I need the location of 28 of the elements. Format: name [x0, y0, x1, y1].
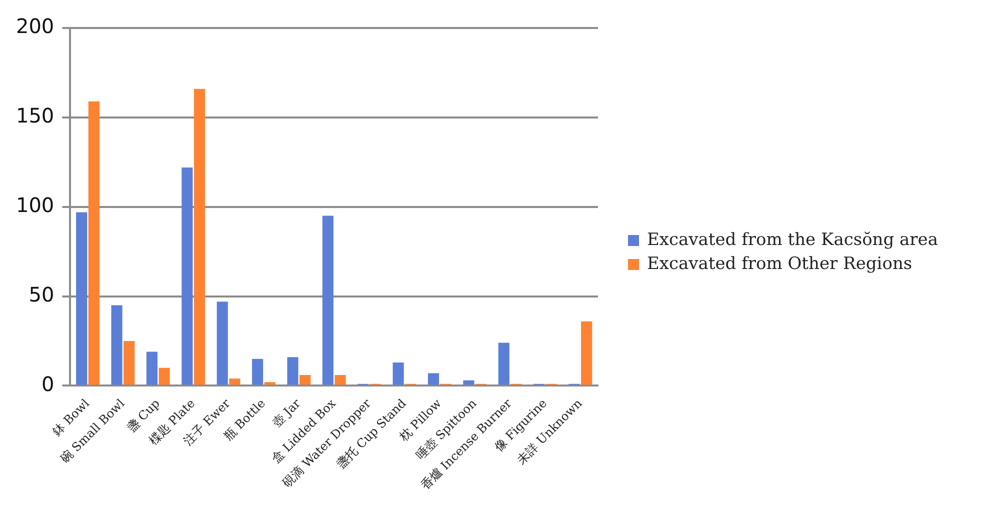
bar	[300, 374, 311, 385]
y-tick-label: 50	[28, 282, 54, 306]
bar	[334, 374, 346, 385]
bar	[229, 378, 240, 385]
bar	[581, 321, 592, 385]
bar	[124, 341, 135, 385]
y-tick-label: 200	[16, 14, 54, 38]
bar	[158, 368, 170, 385]
bar	[76, 212, 88, 385]
bar	[287, 357, 298, 385]
bar	[194, 88, 206, 385]
bar	[111, 305, 122, 385]
bar	[88, 101, 100, 385]
bar	[392, 362, 404, 385]
bar	[428, 373, 440, 385]
bar	[216, 302, 228, 385]
y-tick-label: 100	[16, 193, 54, 218]
bar	[322, 216, 334, 385]
bar	[146, 352, 158, 385]
y-tick-label: 0	[41, 372, 54, 396]
bar	[182, 168, 193, 385]
bar	[252, 358, 264, 385]
bar	[463, 380, 474, 385]
legend-label: Excavated from Other Regions	[647, 253, 912, 276]
bar	[498, 342, 510, 385]
bar	[264, 382, 276, 385]
legend-label: Excavated from the Kacsŏng area	[647, 229, 938, 252]
y-tick-label: 150	[16, 104, 54, 128]
